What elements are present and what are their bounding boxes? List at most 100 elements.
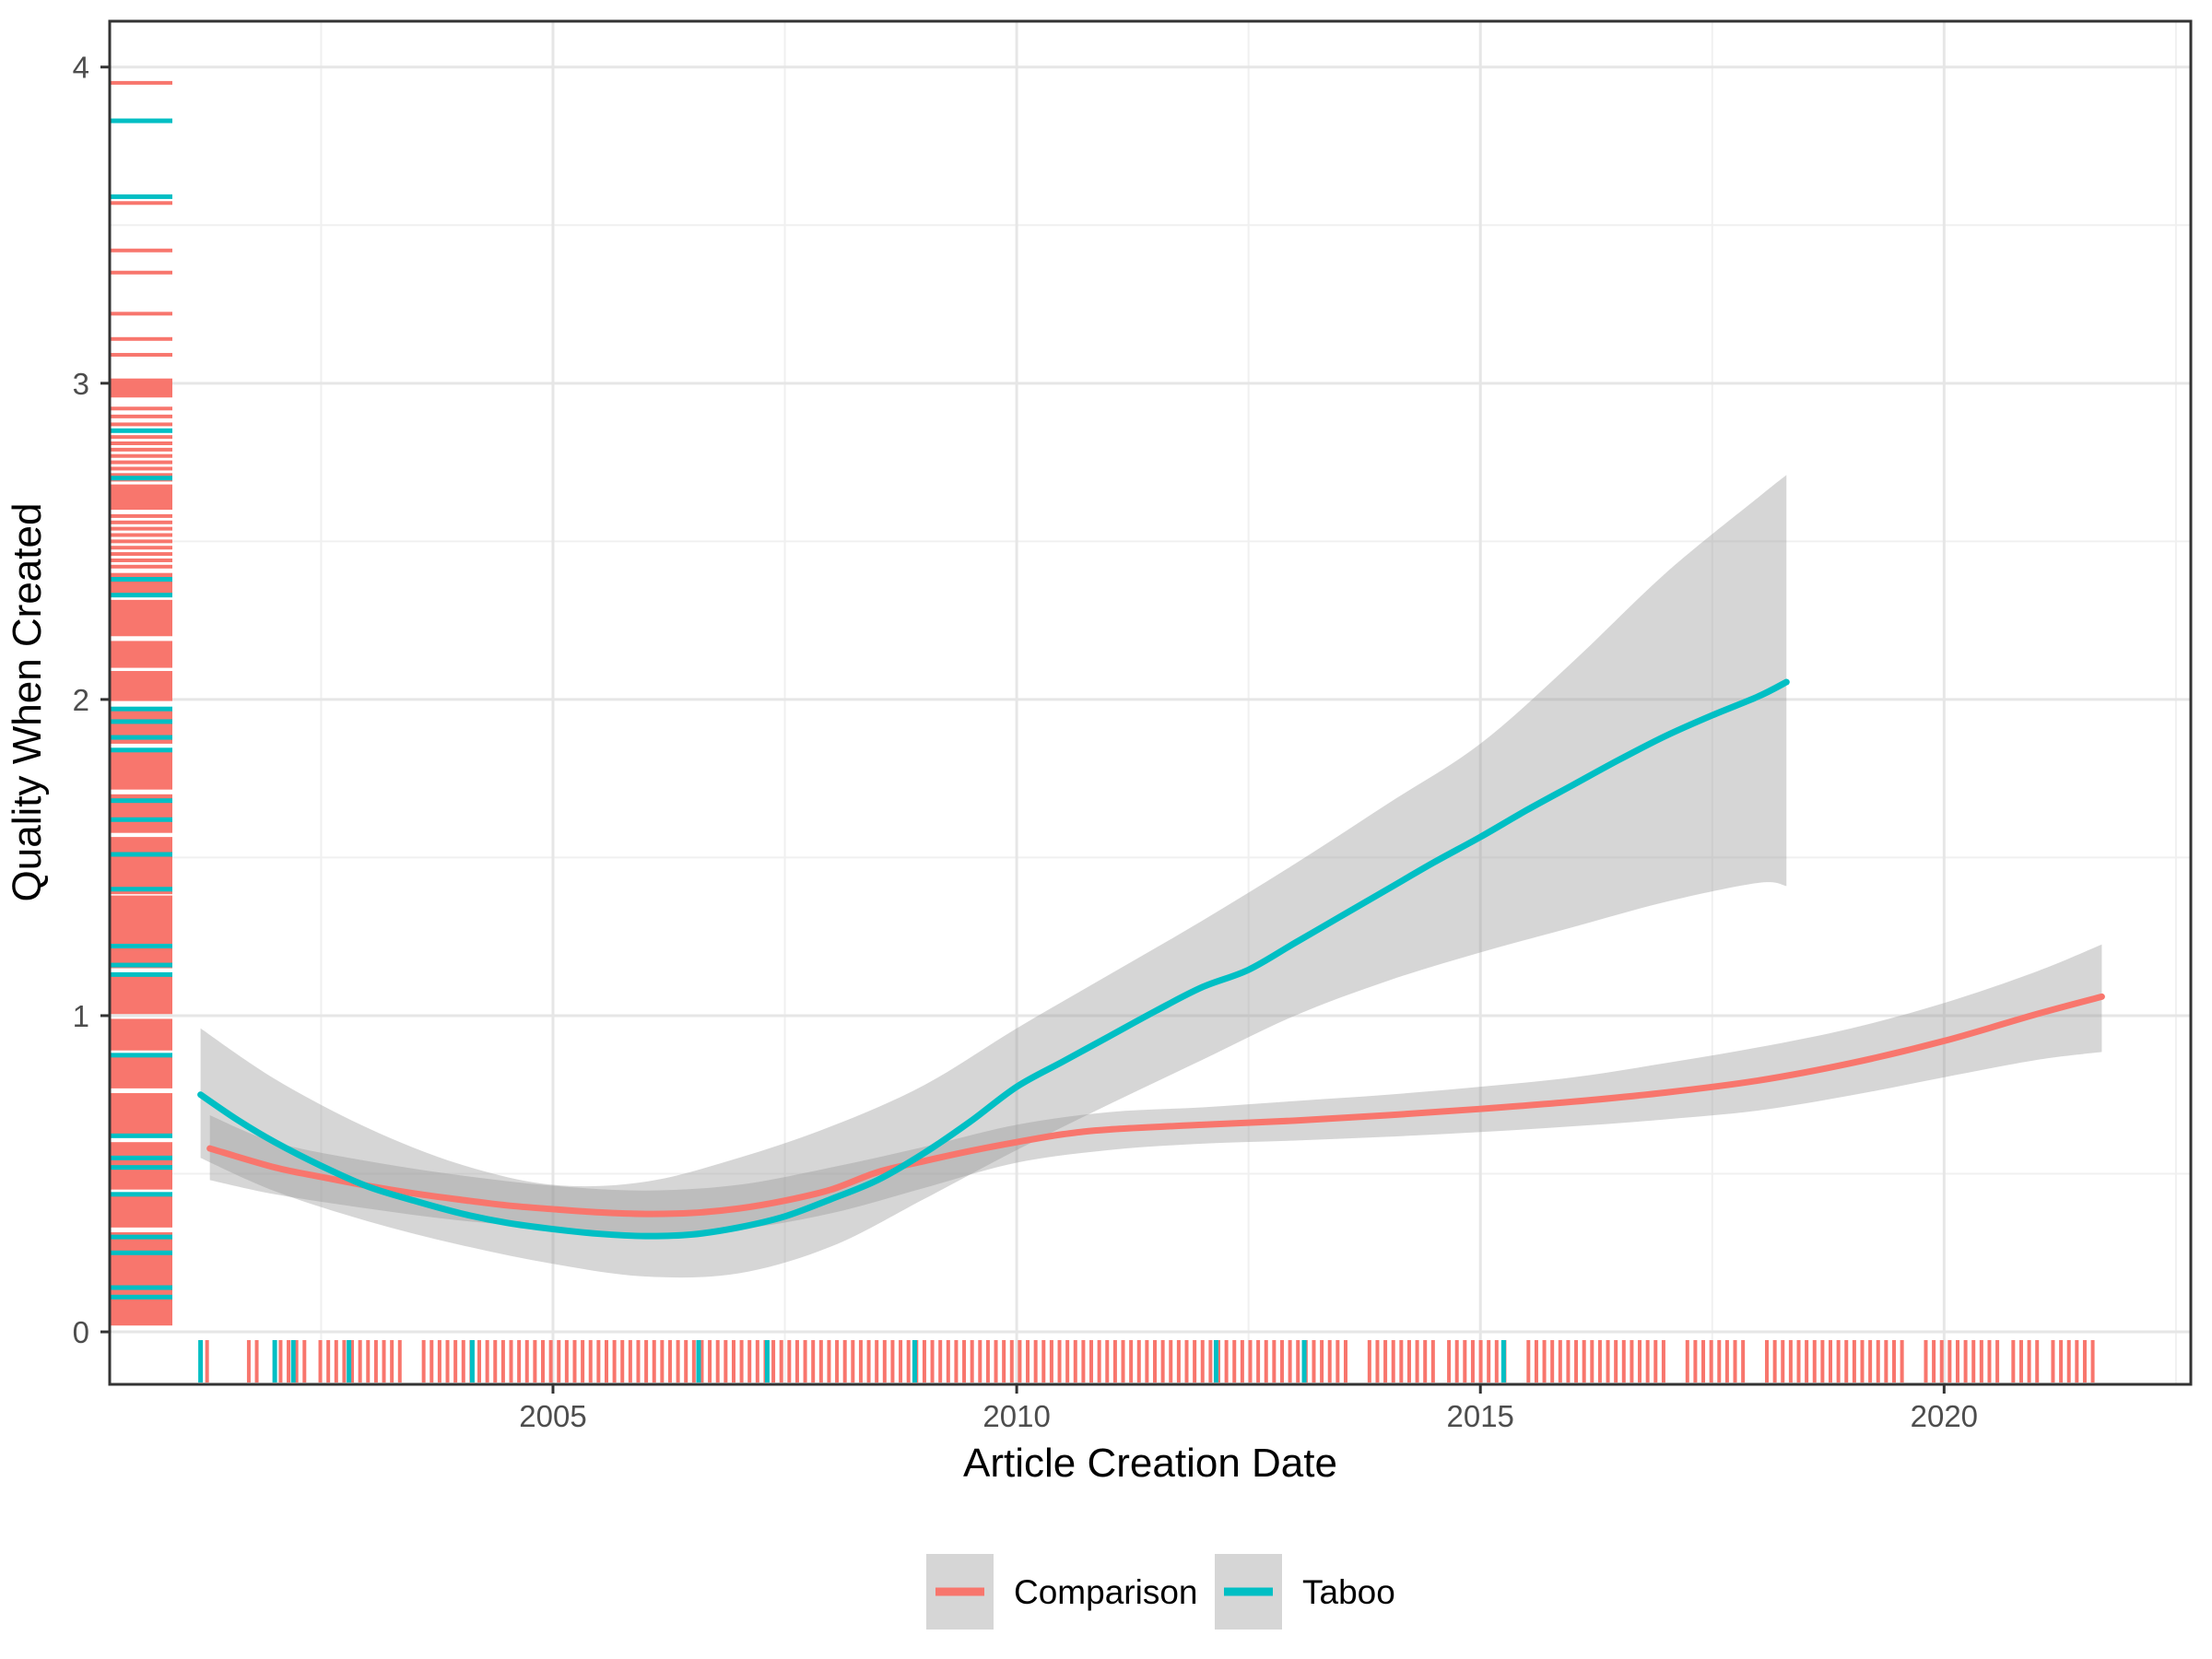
rug-mark-taboo — [111, 706, 172, 712]
rug-mark-comparison — [2027, 1340, 2031, 1382]
rug-mark-taboo — [111, 971, 172, 977]
rug-mark-taboo — [111, 1234, 172, 1240]
rug-block-comparison — [111, 671, 172, 701]
rug-block-comparison — [111, 572, 172, 597]
rug-mark-comparison — [358, 1340, 362, 1382]
rug-mark-comparison — [111, 201, 172, 206]
rug-mark-comparison — [1550, 1340, 1555, 1382]
rug-mark-comparison — [246, 1340, 251, 1382]
rug-mark-comparison — [1081, 1340, 1086, 1382]
rug-mark-comparison — [1470, 1340, 1475, 1382]
rug-mark-comparison — [620, 1340, 625, 1382]
rug-mark-comparison — [652, 1340, 656, 1382]
rug-mark-comparison — [1447, 1340, 1452, 1382]
rug-mark-comparison — [548, 1340, 553, 1382]
rug-mark-comparison — [564, 1340, 569, 1382]
rug-mark-comparison — [1891, 1340, 1896, 1382]
rug-mark-comparison — [1765, 1340, 1770, 1382]
rug-mark-comparison — [2075, 1340, 2079, 1382]
rug-mark-comparison — [111, 336, 172, 341]
rug-mark-comparison — [572, 1340, 577, 1382]
smooth-line-comparison — [206, 993, 2105, 1218]
rug-mark-taboo — [696, 1340, 701, 1382]
confidence-ribbon-comparison — [209, 944, 2102, 1234]
rug-mark-comparison — [1939, 1340, 1944, 1382]
rug-mark-comparison — [1526, 1340, 1531, 1382]
rug-mark-taboo — [111, 1294, 172, 1300]
left-rug — [111, 80, 172, 1326]
rug-mark-comparison — [1026, 1340, 1030, 1382]
rug-mark-comparison — [1018, 1340, 1022, 1382]
rug-mark-comparison — [875, 1340, 879, 1382]
rug-mark-taboo — [111, 1192, 172, 1197]
rug-mark-taboo — [111, 476, 172, 481]
rug-mark-comparison — [588, 1340, 593, 1382]
rug-mark-comparison — [1812, 1340, 1817, 1382]
rug-mark-comparison — [708, 1340, 712, 1382]
rug-mark-comparison — [1248, 1340, 1253, 1382]
rug-mark-comparison — [294, 1340, 299, 1382]
rug-mark-comparison — [835, 1340, 840, 1382]
rug-mark-comparison — [1693, 1340, 1698, 1382]
rug-mark-comparison — [1590, 1340, 1594, 1382]
legend: Comparison Taboo — [926, 1554, 1395, 1630]
rug-mark-comparison — [922, 1340, 926, 1382]
rug-mark-comparison — [581, 1340, 585, 1382]
rug-mark-taboo — [272, 1340, 277, 1382]
x-axis-title: Article Creation Date — [963, 1441, 1337, 1486]
rug-mark-comparison — [1208, 1340, 1213, 1382]
rug-mark-comparison — [1717, 1340, 1722, 1382]
rug-mark-comparison — [1121, 1340, 1125, 1382]
y-tick-label: 0 — [73, 1315, 89, 1349]
rug-mark-comparison — [2066, 1340, 2071, 1382]
rug-mark-comparison — [1169, 1340, 1173, 1382]
rug-mark-comparison — [1089, 1340, 1094, 1382]
rug-mark-comparison — [111, 435, 172, 440]
rug-mark-comparison — [667, 1340, 672, 1382]
y-tick-label: 3 — [73, 367, 89, 401]
rug-mark-comparison — [524, 1340, 529, 1382]
rug-mark-comparison — [1860, 1340, 1865, 1382]
rug-mark-comparison — [342, 1340, 347, 1382]
rug-mark-comparison — [1987, 1340, 1992, 1382]
rug-mark-comparison — [1391, 1340, 1395, 1382]
rug-mark-comparison — [1829, 1340, 1833, 1382]
rug-mark-comparison — [111, 422, 172, 427]
rug-mark-comparison — [1153, 1340, 1158, 1382]
rug-mark-comparison — [691, 1340, 696, 1382]
rug-mark-comparison — [628, 1340, 632, 1382]
rug-mark-comparison — [111, 520, 172, 524]
rug-mark-comparison — [1105, 1340, 1110, 1382]
y-tick-label: 4 — [73, 51, 89, 85]
rug-mark-comparison — [1033, 1340, 1038, 1382]
rug-mark-taboo — [1301, 1340, 1307, 1382]
rug-mark-taboo — [469, 1340, 475, 1382]
rug-mark-comparison — [1406, 1340, 1411, 1382]
rug-mark-comparison — [1724, 1340, 1729, 1382]
rug-mark-comparison — [2018, 1340, 2023, 1382]
rug-mark-comparison — [111, 441, 172, 446]
rug-mark-taboo — [111, 1165, 172, 1171]
rug-mark-comparison — [382, 1340, 386, 1382]
rug-mark-comparison — [1542, 1340, 1547, 1382]
rug-mark-comparison — [1367, 1340, 1371, 1382]
rug-mark-comparison — [1430, 1340, 1435, 1382]
rug-mark-comparison — [612, 1340, 617, 1382]
rug-mark-comparison — [111, 414, 172, 418]
rug-block-comparison — [111, 484, 172, 511]
y-tick-label: 2 — [73, 683, 89, 717]
rug-mark-taboo — [764, 1340, 770, 1382]
rug-mark-comparison — [1193, 1340, 1197, 1382]
rug-mark-comparison — [1224, 1340, 1229, 1382]
rug-mark-comparison — [731, 1340, 735, 1382]
rug-mark-comparison — [596, 1340, 601, 1382]
rug-mark-comparison — [509, 1340, 513, 1382]
rug-mark-comparison — [906, 1340, 911, 1382]
rug-mark-comparison — [111, 80, 172, 85]
rug-mark-comparison — [445, 1340, 450, 1382]
rug-mark-comparison — [1279, 1340, 1284, 1382]
rug-mark-comparison — [1320, 1340, 1324, 1382]
rug-mark-comparison — [1383, 1340, 1388, 1382]
